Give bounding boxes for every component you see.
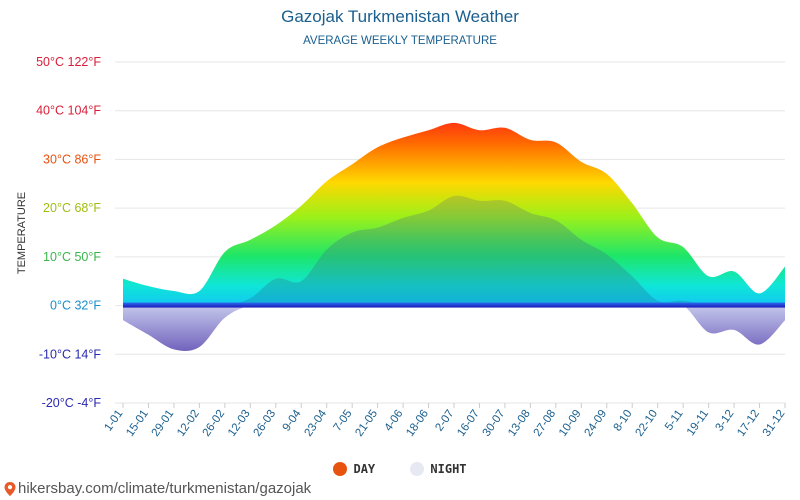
x-tick-label: 7-05: [332, 408, 355, 434]
legend-night-label: NIGHT: [430, 462, 467, 476]
y-axis-label: TEMPERATURE: [16, 192, 28, 274]
chart-title: Gazojak Turkmenistan Weather: [281, 7, 519, 26]
x-tick-label: 29-01: [150, 408, 177, 439]
x-tick-label: 8-10: [612, 408, 635, 434]
y-tick-label: 10°C 50°F: [43, 250, 101, 264]
x-tick-label: 27-08: [532, 408, 559, 439]
x-tick-label: 23-04: [302, 407, 329, 438]
y-axis-ticks: 50°C 122°F 40°C 104°F 30°C 86°F 20°C 68°F 10…: [36, 55, 101, 410]
legend-item-night[interactable]: NIGHT: [410, 462, 467, 476]
area-layer: [123, 122, 785, 351]
x-tick-label: 26-03: [252, 408, 279, 439]
x-tick-label: 15-01: [124, 408, 151, 439]
x-tick-label: 21-05: [353, 408, 380, 439]
x-tick-label: 13-08: [506, 408, 533, 439]
x-tick-label: 10-09: [557, 408, 584, 439]
x-tick-label: 19-11: [685, 408, 711, 438]
x-tick-label: 12-03: [226, 408, 253, 439]
night-dot-icon: [410, 462, 425, 476]
x-tick-label: 2-07: [433, 408, 456, 434]
legend-item-day[interactable]: DAY: [333, 462, 375, 476]
legend-day-label: DAY: [353, 462, 376, 476]
chart-subtitle: AVERAGE WEEKLY TEMPERATURE: [303, 35, 497, 47]
footer[interactable]: hikersbay.com/climate/turkmenistan/gazoj…: [4, 480, 311, 497]
x-tick-label: 5-11: [663, 408, 686, 433]
footer-url: hikersbay.com/climate/turkmenistan/gazoj…: [18, 480, 312, 497]
y-tick-label: 30°C 86°F: [43, 152, 101, 166]
y-tick-label: 20°C 68°F: [43, 201, 101, 215]
y-tick-label: 0°C 32°F: [50, 299, 101, 313]
y-tick-label: 50°C 122°F: [36, 55, 101, 69]
map-pin-icon: [4, 481, 16, 496]
x-tick-label: 12-02: [175, 408, 202, 439]
x-tick-label: 26-02: [201, 408, 228, 439]
x-tick-label: 18-06: [404, 408, 431, 439]
y-tick-label: -20°C -4°F: [42, 396, 102, 410]
x-tick-label: 9-04: [281, 407, 304, 433]
night-cold-area: [123, 303, 785, 351]
x-tick-label: 31-12: [761, 408, 788, 439]
x-tick-label: 16-07: [455, 408, 482, 439]
x-tick-label: 17-12: [735, 408, 762, 439]
x-tick-label: 4-06: [382, 408, 405, 434]
zero-line: [123, 302, 785, 308]
x-tick-label: 3-12: [713, 408, 736, 434]
day-dot-icon: [333, 462, 348, 476]
x-tick-label: 30-07: [481, 408, 508, 439]
night-area: [123, 195, 785, 307]
x-tick-label: 22-10: [633, 408, 660, 439]
x-tick-label: 1-01: [102, 408, 125, 434]
y-tick-label: 40°C 104°F: [36, 104, 101, 118]
y-tick-label: -10°C 14°F: [39, 347, 101, 361]
legend: DAY NIGHT: [0, 462, 800, 479]
temperature-chart: 50°C 122°F 40°C 104°F 30°C 86°F 20°C 68°F 10…: [16, 55, 787, 439]
x-tick-label: 24-09: [583, 408, 610, 439]
